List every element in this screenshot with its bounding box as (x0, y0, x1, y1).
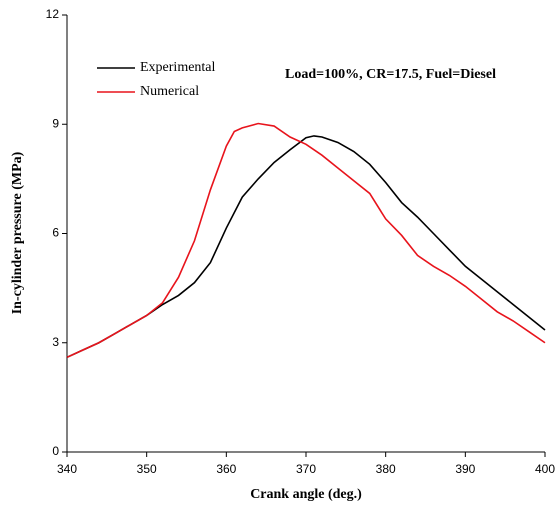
y-tick-label: 6 (52, 226, 59, 240)
x-tick-label: 360 (216, 462, 236, 476)
x-tick-label: 370 (296, 462, 316, 476)
y-tick-label: 9 (52, 116, 59, 130)
y-tick-label: 3 (52, 335, 59, 349)
legend-label: Experimental (140, 60, 216, 75)
legend-label: Numerical (140, 84, 199, 99)
data-line (66, 135, 546, 359)
x-tick-label: 390 (455, 462, 475, 476)
x-tick-label: 340 (57, 462, 77, 476)
x-tick-label: 400 (535, 462, 555, 476)
x-axis-label: Crank angle (deg.) (250, 487, 362, 502)
y-tick-label: 12 (46, 7, 60, 21)
x-tick-label: 380 (376, 462, 396, 476)
annotation: Load=100%, CR=17.5, Fuel=Diesel (285, 67, 496, 82)
y-axis-label: In-cylinder pressure (MPa) (10, 151, 25, 314)
data-line (66, 122, 546, 359)
x-tick-label: 350 (137, 462, 157, 476)
y-tick-label: 0 (52, 444, 59, 458)
